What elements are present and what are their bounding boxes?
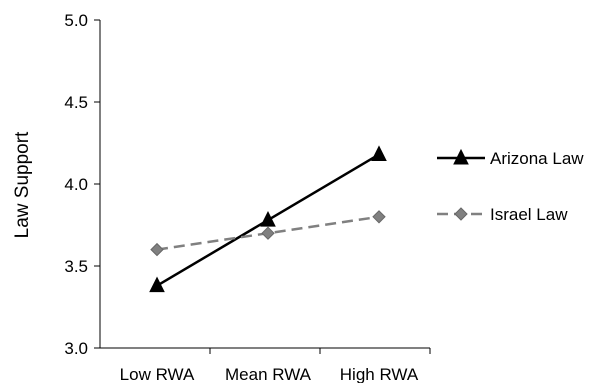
data-point-triangle — [371, 145, 387, 161]
data-point-diamond — [372, 210, 386, 224]
series-arizona-law — [149, 145, 387, 293]
x-ticks: Low RWA Mean RWA High RWA — [120, 348, 431, 383]
series-layer — [149, 145, 387, 293]
x-tick-label: High RWA — [340, 365, 419, 383]
y-tick-label: 3.5 — [64, 257, 88, 276]
y-tick-label: 5.0 — [64, 11, 88, 30]
legend-item: Israel Law — [437, 205, 568, 224]
legend-label: Arizona Law — [490, 149, 584, 168]
legend-marker-triangle — [453, 148, 469, 165]
y-tick-label: 4.0 — [64, 175, 88, 194]
data-point-triangle — [149, 276, 165, 293]
x-tick-label: Low RWA — [120, 365, 195, 383]
y-tick-label: 3.0 — [64, 339, 88, 358]
legend-marker-diamond — [454, 207, 468, 221]
legend-label: Israel Law — [490, 205, 568, 224]
data-point-diamond — [150, 242, 164, 257]
data-point-diamond — [261, 226, 275, 240]
y-axis-title: Law Support — [12, 131, 33, 238]
legend: Arizona Law Israel Law — [437, 148, 584, 224]
data-point-triangle — [260, 210, 276, 227]
series-israel-law — [150, 210, 386, 257]
y-tick-label: 4.5 — [64, 93, 88, 112]
y-ticks: 3.0 3.5 4.0 4.5 5.0 — [64, 11, 100, 358]
axes — [99, 20, 430, 349]
legend-item: Arizona Law — [437, 148, 584, 168]
x-tick-label: Mean RWA — [225, 365, 312, 383]
